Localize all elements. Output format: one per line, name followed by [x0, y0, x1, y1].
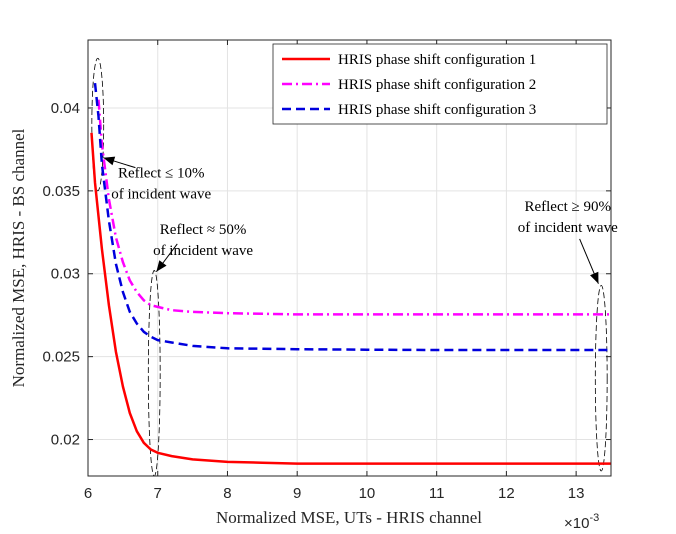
annotation-text-3: of incident wave: [518, 220, 618, 236]
x-tick-label: 9: [293, 485, 301, 502]
x-axis-exponent: ×10-3: [564, 512, 599, 532]
plot-frame: [87, 39, 612, 477]
x-tick-label: 7: [154, 485, 162, 502]
annotation-arrowhead-3: [590, 271, 599, 284]
annotation-text-1: Reflect ≤ 10%: [118, 166, 205, 182]
y-tick-label: 0.04: [51, 100, 80, 117]
annotation-text-1: of incident wave: [111, 187, 211, 203]
annotation-text-2: of incident wave: [153, 243, 253, 259]
x-axis-exponent-base: ×10: [564, 515, 589, 532]
y-tick-label: 0.025: [42, 349, 80, 366]
series-lines: [90, 82, 611, 465]
series-line-config-2: [97, 99, 611, 316]
y-tick-label: 0.035: [42, 183, 80, 200]
y-axis-label: Normalized MSE, HRIS - BS channel: [9, 128, 28, 387]
annotation-ellipse-1: [91, 57, 105, 192]
annotation-ellipse-3: [594, 284, 608, 472]
x-tick-label: 13: [568, 485, 585, 502]
legend-label-config-1: HRIS phase shift configuration 1: [338, 52, 536, 68]
annotation-text-3: Reflect ≥ 90%: [524, 199, 611, 215]
y-tick-label: 0.03: [51, 266, 80, 283]
annotation-arrowhead-2: [156, 260, 167, 272]
series-line-config-1: [90, 132, 611, 465]
annotation-labels: Reflect ≤ 10% of incident wave Reflect ≈ 5…: [111, 166, 618, 259]
legend-label-config-2: HRIS phase shift configuration 2: [338, 77, 536, 93]
x-tick-label: 6: [84, 485, 92, 502]
x-tick-label: 10: [359, 485, 376, 502]
y-tick-label: 0.02: [51, 432, 80, 449]
legend: HRIS phase shift configuration 1 HRIS ph…: [272, 43, 608, 125]
annotation-arrowhead-1: [103, 156, 116, 166]
x-tick-label: 8: [223, 485, 231, 502]
x-axis-exponent-power: -3: [589, 512, 599, 524]
x-tick-label: 12: [498, 485, 515, 502]
x-axis-label: Normalized MSE, UTs - HRIS channel: [216, 508, 482, 527]
series-line-config-3: [93, 82, 611, 352]
legend-label-config-3: HRIS phase shift configuration 3: [338, 102, 536, 118]
annotation-text-2: Reflect ≈ 50%: [160, 222, 247, 238]
axis-ticks: 6 7 8 9 10 11 12 13 0.02 0.025 0.03 0.035 0.04: [42, 40, 611, 502]
x-tick-label: 11: [429, 485, 445, 502]
